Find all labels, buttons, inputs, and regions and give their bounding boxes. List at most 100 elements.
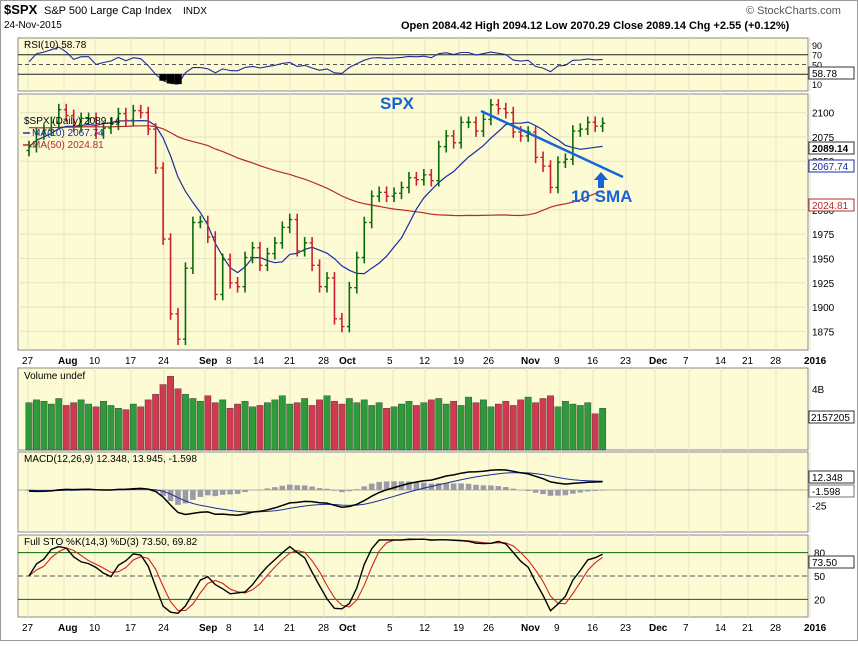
x-tick-label: Oct	[339, 356, 356, 367]
volume-bar	[450, 401, 456, 450]
x-tick-label: 8	[226, 623, 232, 634]
volume-bar	[383, 408, 389, 450]
macd-histogram-bar	[451, 483, 457, 490]
x-tick-label: 21	[284, 623, 296, 634]
macd-histogram-bar	[324, 489, 330, 490]
volume-bar	[130, 404, 136, 450]
volume-bar	[547, 396, 553, 450]
macd-histogram-bar	[376, 482, 382, 490]
volume-bar	[421, 403, 427, 450]
x-tick-label: 2016	[804, 623, 827, 634]
x-tick-label: 17	[125, 623, 137, 634]
x-tick-label: 28	[770, 356, 782, 367]
volume-bar	[56, 398, 62, 450]
macd-histogram-bar	[563, 490, 569, 495]
volume-bar	[480, 400, 486, 450]
x-tick-label: 21	[742, 356, 754, 367]
x-tick-label: 19	[453, 356, 465, 367]
volume-bar	[123, 410, 129, 450]
ma50-label: MA(50) 2024.81	[32, 140, 104, 151]
volume-bar	[301, 398, 307, 450]
macd-histogram-bar	[294, 485, 300, 490]
volume-bar	[585, 403, 591, 450]
macd-histogram-bar	[533, 490, 539, 493]
exchange-label: INDX	[183, 6, 207, 17]
x-tick-label: 28	[318, 356, 330, 367]
price-y-tick: 1875	[812, 327, 835, 338]
macd-histogram-bar	[272, 487, 278, 490]
macd-histogram-bar	[503, 487, 509, 490]
volume-bar	[190, 398, 196, 450]
macd-histogram-bar	[309, 487, 315, 490]
volume-bar	[175, 389, 181, 450]
x-tick-label: 28	[770, 623, 782, 634]
volume-bar	[592, 414, 598, 450]
macd-histogram-bar	[168, 490, 174, 501]
ticker-symbol: $SPX	[4, 2, 38, 17]
macd-histogram-bar	[205, 490, 211, 495]
macd-value: 12.348	[812, 473, 843, 484]
macd-histogram-bar	[265, 488, 271, 490]
rsi-y-tick: 70	[812, 51, 822, 61]
volume-bar	[436, 398, 442, 450]
volume-bar	[294, 403, 300, 450]
ma50-value: 2024.81	[812, 201, 849, 212]
volume-bar	[570, 404, 576, 450]
macd-y-tick: -25	[812, 502, 827, 513]
annotation-10-sma: 10 SMA	[571, 187, 632, 206]
volume-bar	[413, 405, 419, 450]
volume-bar	[242, 401, 248, 450]
x-axis-strip-bottom	[18, 618, 808, 638]
macd-histogram-bar	[257, 489, 263, 490]
volume-bar	[354, 403, 360, 450]
x-tick-label: 2016	[804, 356, 827, 367]
macd-histogram-bar	[548, 490, 554, 496]
x-tick-label: 9	[554, 623, 560, 634]
volume-bar	[473, 403, 479, 450]
volume-bar	[115, 408, 121, 450]
macd-histogram-bar	[473, 485, 479, 490]
rsi-oversold-fill	[167, 74, 174, 83]
macd-histogram-bar	[242, 490, 248, 492]
rsi-value: 58.78	[812, 69, 837, 80]
x-tick-label: 21	[742, 623, 754, 634]
macd-histogram-bar	[592, 490, 598, 491]
volume-bar	[85, 404, 91, 450]
x-tick-label: Aug	[58, 356, 77, 367]
x-tick-label: Sep	[199, 623, 217, 634]
volume-bar	[369, 405, 375, 450]
x-tick-label: 16	[587, 623, 599, 634]
x-tick-label: Sep	[199, 356, 217, 367]
volume-bar	[160, 385, 166, 450]
volume-bar	[428, 400, 434, 450]
macd-histogram-bar	[458, 483, 464, 490]
x-tick-label: 23	[620, 623, 632, 634]
volume-bar	[488, 407, 494, 450]
volume-bar	[324, 396, 330, 450]
macd-histogram-bar	[488, 486, 494, 490]
x-tick-label: 7	[683, 356, 689, 367]
volume-bar	[361, 400, 367, 450]
x-tick-label: 17	[125, 356, 137, 367]
x-tick-label: Dec	[649, 623, 668, 634]
volume-bar	[495, 404, 501, 450]
macd-histogram-bar	[220, 490, 226, 495]
volume-bar	[279, 396, 285, 450]
price-y-tick: 1975	[812, 230, 835, 241]
volume-bar	[287, 404, 293, 450]
x-tick-label: Aug	[58, 623, 77, 634]
macd-histogram-bar	[369, 484, 375, 490]
macd-histogram-bar	[347, 490, 353, 491]
x-tick-label: Oct	[339, 623, 356, 634]
ma10-label: MA(10) 2067.74	[32, 128, 104, 139]
volume-bar	[108, 405, 114, 450]
volume-bar	[26, 403, 32, 450]
price-y-tick: 1950	[812, 254, 835, 265]
stoch-value: 73.50	[812, 558, 837, 569]
x-tick-label: 26	[483, 623, 495, 634]
volume-value: 2157205	[811, 413, 850, 424]
x-tick-label: 10	[89, 356, 101, 367]
volume-bar	[212, 403, 218, 450]
macd-histogram-bar	[302, 485, 308, 490]
